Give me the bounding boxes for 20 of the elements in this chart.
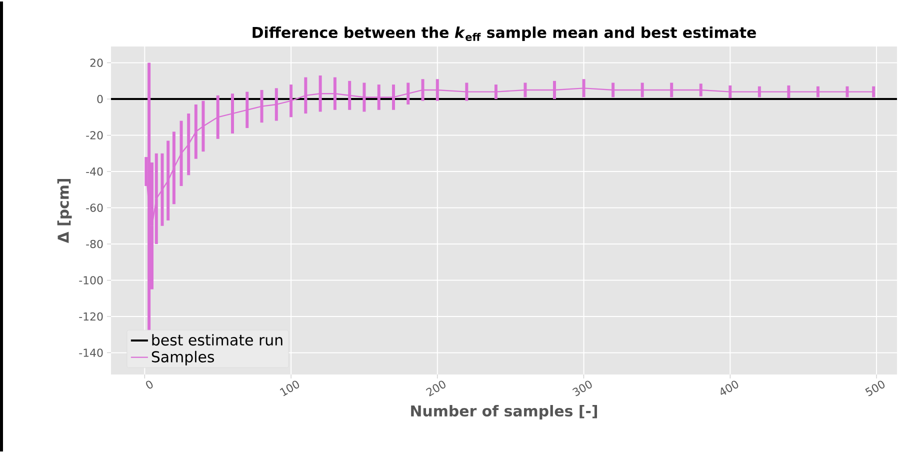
x-tick-label: 300 xyxy=(572,380,592,396)
y-tick-label: -80 xyxy=(86,240,103,248)
y-axis-title: Δ [pcm] xyxy=(57,178,72,244)
x-tick-label: 200 xyxy=(426,380,446,396)
x-tick-label: 400 xyxy=(720,380,738,395)
legend-label: best estimate run xyxy=(152,334,282,346)
x-tick-label: 0 xyxy=(146,380,153,389)
y-tick-label: 0 xyxy=(97,94,103,104)
y-tick-label: -120 xyxy=(79,312,103,321)
y-tick-label: -140 xyxy=(79,348,103,357)
x-tick-label: 500 xyxy=(865,380,885,396)
y-tick-label: 20 xyxy=(90,58,103,67)
x-tick-label: 100 xyxy=(280,380,300,396)
chart-title: Difference between the k$_{eff}$ sample mean and best estimate xyxy=(252,26,756,41)
y-tick-label: -60 xyxy=(86,204,103,212)
y-tick-label: -40 xyxy=(86,167,103,176)
y-tick-label: -100 xyxy=(79,276,103,284)
y-tick-label: -20 xyxy=(86,131,103,140)
x-axis-title: Number of samples [-] xyxy=(411,404,597,420)
legend-label: Samples xyxy=(152,350,214,366)
